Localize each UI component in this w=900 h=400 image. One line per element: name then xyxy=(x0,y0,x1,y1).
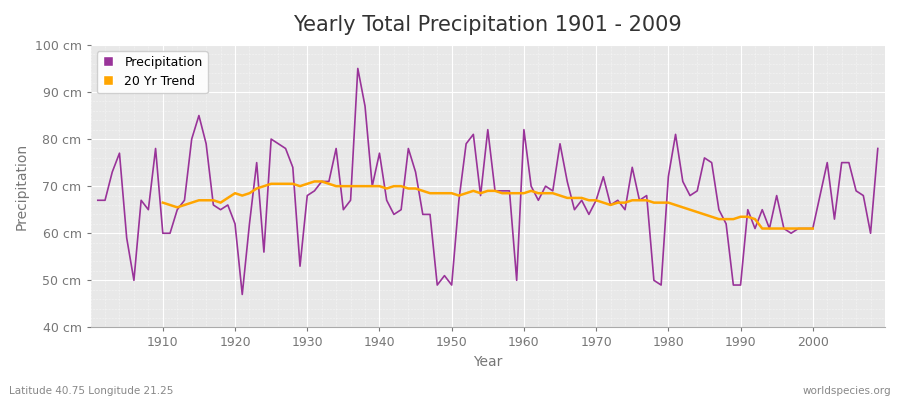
Text: Latitude 40.75 Longitude 21.25: Latitude 40.75 Longitude 21.25 xyxy=(9,386,174,396)
Precipitation xyxy=(367,184,378,188)
Precipitation xyxy=(526,184,536,188)
X-axis label: Year: Year xyxy=(473,355,502,369)
Text: worldspecies.org: worldspecies.org xyxy=(803,386,891,396)
Precipitation xyxy=(316,179,327,184)
Precipitation xyxy=(237,292,248,297)
Precipitation xyxy=(353,66,364,71)
Precipitation xyxy=(533,198,544,203)
Legend: Precipitation, 20 Yr Trend: Precipitation, 20 Yr Trend xyxy=(97,51,208,93)
Line: Precipitation: Precipitation xyxy=(98,68,878,294)
Precipitation xyxy=(872,146,883,151)
Title: Yearly Total Precipitation 1901 - 2009: Yearly Total Precipitation 1901 - 2009 xyxy=(293,15,682,35)
Line: 20 Yr Trend: 20 Yr Trend xyxy=(163,182,813,228)
Precipitation xyxy=(150,146,161,151)
20 Yr Trend xyxy=(330,184,341,188)
20 Yr Trend xyxy=(158,200,168,205)
20 Yr Trend xyxy=(807,226,818,231)
Precipitation xyxy=(93,198,104,203)
20 Yr Trend xyxy=(309,179,320,184)
20 Yr Trend xyxy=(800,226,811,231)
20 Yr Trend xyxy=(540,191,551,196)
20 Yr Trend xyxy=(714,217,724,222)
20 Yr Trend xyxy=(316,179,327,184)
Precipitation xyxy=(619,207,630,212)
20 Yr Trend xyxy=(237,193,248,198)
Y-axis label: Precipitation: Precipitation xyxy=(15,142,29,230)
20 Yr Trend xyxy=(757,226,768,231)
